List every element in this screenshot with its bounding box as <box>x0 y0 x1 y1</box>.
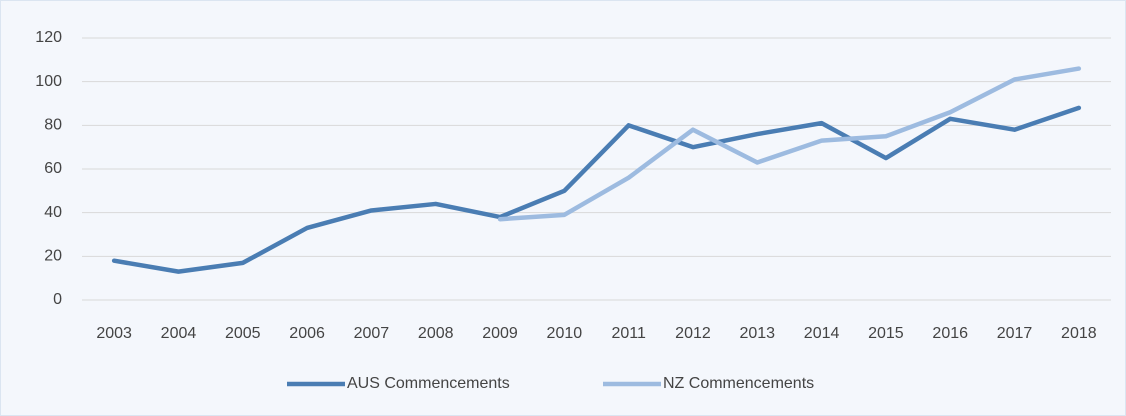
x-tick-label: 2012 <box>675 325 711 342</box>
x-tick-label: 2009 <box>482 325 518 342</box>
y-tick-label: 40 <box>44 204 62 221</box>
legend-label: NZ Commencements <box>663 375 814 392</box>
y-tick-label: 20 <box>44 248 62 265</box>
x-tick-label: 2018 <box>1061 325 1097 342</box>
x-tick-label: 2004 <box>161 325 197 342</box>
y-tick-label: 60 <box>44 160 62 177</box>
x-tick-label: 2015 <box>868 325 904 342</box>
x-tick-label: 2006 <box>289 325 325 342</box>
y-tick-label: 100 <box>35 73 62 90</box>
y-tick-label: 120 <box>35 29 62 46</box>
x-tick-label: 2005 <box>225 325 261 342</box>
x-tick-label: 2014 <box>804 325 840 342</box>
x-tick-label: 2008 <box>418 325 454 342</box>
line-series <box>111 105 1082 274</box>
x-tick-label: 2007 <box>354 325 390 342</box>
x-tick-label: 2011 <box>611 325 646 342</box>
line-series <box>497 66 1082 222</box>
legend-label: AUS Commencements <box>347 375 510 392</box>
y-tick-label: 80 <box>44 117 62 134</box>
x-tick-label: 2010 <box>547 325 583 342</box>
x-tick-label: 2017 <box>997 325 1033 342</box>
x-tick-label: 2016 <box>932 325 968 342</box>
x-tick-label: 2013 <box>739 325 775 342</box>
y-tick-label: 0 <box>53 291 62 308</box>
x-tick-label: 2003 <box>96 325 132 342</box>
